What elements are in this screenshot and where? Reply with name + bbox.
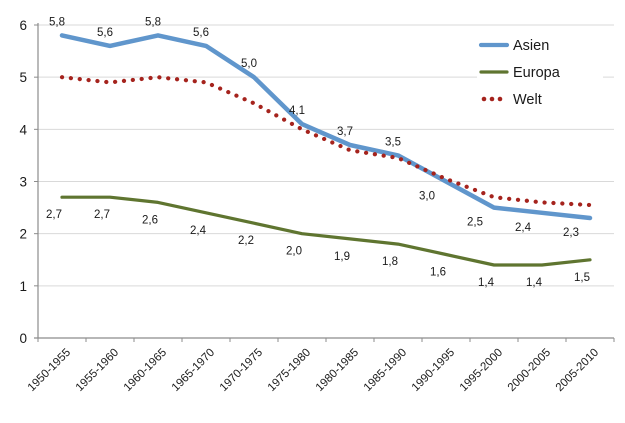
data-label-europa: 1,4 <box>478 277 495 289</box>
legend-label-asien: Asien <box>513 38 549 54</box>
data-label-asien: 2,5 <box>467 217 483 229</box>
legend-label-europa: Europa <box>513 65 561 81</box>
legend-swatch-welt-dot <box>497 96 503 102</box>
y-tick-label: 2 <box>19 227 27 242</box>
y-tick-label: 3 <box>19 175 27 190</box>
data-label-europa: 2,7 <box>94 209 110 221</box>
data-label-asien: 3,0 <box>419 191 435 203</box>
data-label-asien: 5,8 <box>145 16 161 28</box>
data-label-asien: 5,8 <box>49 16 65 28</box>
data-label-europa: 1,9 <box>334 251 350 263</box>
data-label-asien: 2,4 <box>515 222 532 234</box>
data-label-asien: 3,7 <box>337 126 353 138</box>
data-label-asien: 5,6 <box>97 27 113 39</box>
series-asien-line <box>59 33 593 221</box>
data-label-asien: 3,5 <box>385 136 401 148</box>
data-label-europa: 2,4 <box>190 225 207 237</box>
series-welt-line <box>59 75 593 208</box>
data-label-europa: 2,0 <box>286 246 302 258</box>
legend-label-welt: Welt <box>513 92 542 108</box>
series-europa-line <box>60 195 592 267</box>
data-label-europa: 2,6 <box>142 214 158 226</box>
y-tick-label: 1 <box>19 279 27 294</box>
legend-swatch-welt-dot <box>481 96 487 102</box>
data-label-asien: 2,3 <box>563 227 579 239</box>
data-label-europa: 1,4 <box>526 277 543 289</box>
data-label-europa: 1,6 <box>430 267 446 279</box>
data-label-europa: 1,5 <box>574 272 590 284</box>
data-label-europa: 2,7 <box>46 209 62 221</box>
data-label-asien: 4,1 <box>289 105 305 117</box>
data-label-europa: 1,8 <box>382 256 398 268</box>
y-tick-label: 6 <box>19 18 27 33</box>
data-label-asien: 5,6 <box>193 27 209 39</box>
y-tick-label: 5 <box>19 70 27 85</box>
data-label-asien: 5,0 <box>241 58 257 70</box>
data-label-europa: 2,2 <box>238 235 254 247</box>
y-tick-label: 4 <box>19 122 27 137</box>
y-tick-label: 0 <box>19 331 27 346</box>
legend-swatch-welt-dot <box>489 96 495 102</box>
